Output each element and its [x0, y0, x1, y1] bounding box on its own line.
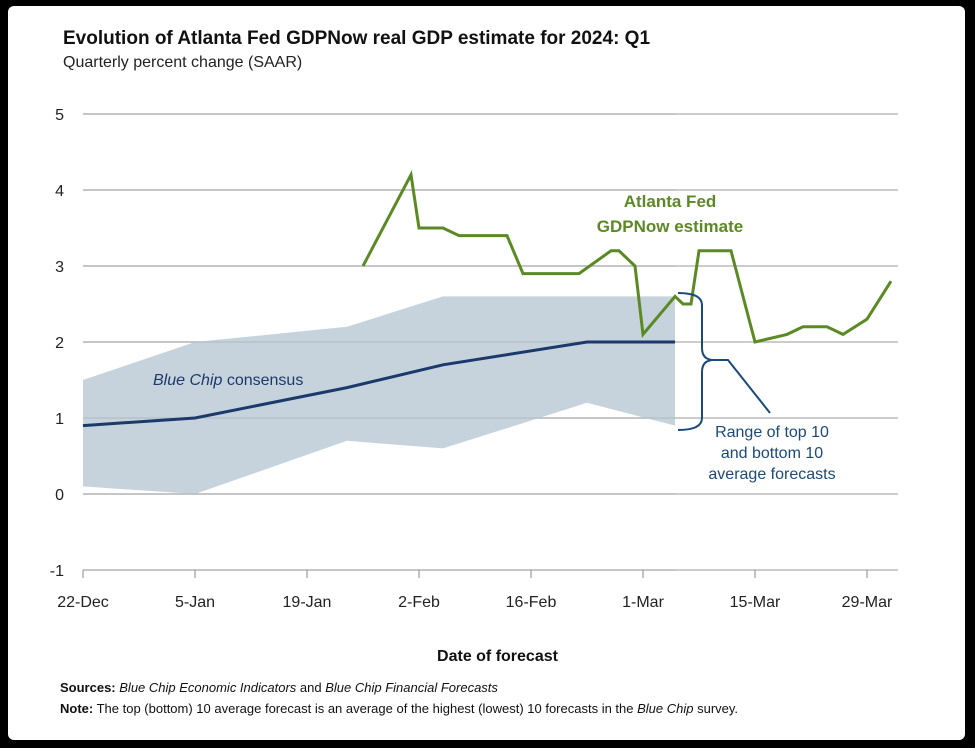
- forecast-range-band: [83, 296, 675, 494]
- consensus-label: Blue Chip consensus: [153, 372, 303, 389]
- y-tick-label: 1: [55, 411, 64, 428]
- source-1: Blue Chip Economic Indicators: [119, 680, 297, 695]
- consensus-label-italic: Blue Chip: [153, 372, 222, 389]
- note-label: Note:: [60, 701, 94, 716]
- blue-chip-consensus-line: [82, 340, 675, 428]
- y-tick-label: 3: [55, 259, 64, 276]
- y-tick-label: 2: [55, 335, 64, 352]
- chart-subtitle: Quarterly percent change (SAAR): [63, 54, 303, 71]
- source-2: Blue Chip Financial Forecasts: [325, 680, 498, 695]
- consensus-label-rest: consensus: [222, 372, 303, 389]
- gdpnow-line: [361, 170, 893, 344]
- x-axis-label: Date of forecast: [437, 648, 558, 665]
- y-tick-label: 5: [55, 107, 64, 124]
- x-tick-label: 16-Feb: [506, 594, 557, 611]
- range-label: average forecasts: [708, 466, 835, 483]
- sources-note: Sources: Blue Chip Economic Indicators a…: [60, 680, 498, 695]
- y-tick-label: 4: [55, 183, 64, 200]
- sources-and: and: [296, 680, 326, 695]
- gdpnow-label: GDPNow estimate: [597, 217, 743, 236]
- y-tick-label: 0: [55, 487, 64, 504]
- gdpnow-label: Atlanta Fed: [624, 192, 717, 211]
- x-tick-label: 22-Dec: [57, 594, 109, 611]
- y-tick-label: -1: [50, 563, 64, 580]
- x-tick-label: 15-Mar: [730, 594, 781, 611]
- note-italic: Blue Chip: [637, 701, 694, 716]
- x-tick-label: 1-Mar: [622, 594, 664, 611]
- sources-label: Sources:: [60, 680, 116, 695]
- note-end: survey.: [693, 701, 739, 716]
- footnote: Note: The top (bottom) 10 average foreca…: [60, 700, 840, 718]
- chart-title: Evolution of Atlanta Fed GDPNow real GDP…: [63, 28, 651, 49]
- x-tick-label: 2-Feb: [398, 594, 440, 611]
- note-text: The top (bottom) 10 average forecast is …: [93, 701, 638, 716]
- x-tick-label: 5-Jan: [175, 594, 215, 611]
- range-bracket: [677, 292, 771, 431]
- range-label: and bottom 10: [721, 445, 823, 462]
- x-tick-label: 19-Jan: [283, 594, 332, 611]
- x-tick-label: 29-Mar: [842, 594, 893, 611]
- range-label: Range of top 10: [715, 424, 829, 441]
